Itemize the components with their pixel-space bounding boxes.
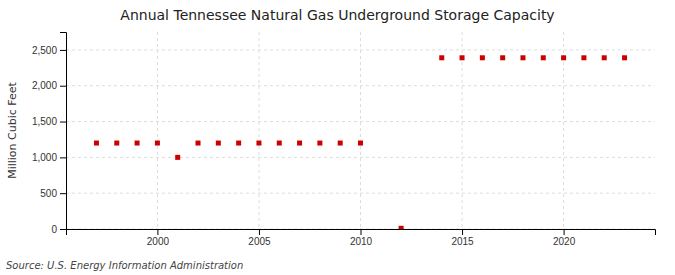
point <box>520 55 525 60</box>
x-tick: 2000 <box>147 229 170 247</box>
point <box>196 141 201 146</box>
point <box>399 226 404 229</box>
y-axis: 0 500 1,000 1,500 2,000 2,500 <box>32 33 67 235</box>
y-tick-mark <box>60 193 66 194</box>
source: Source: U.S. Energy Information Administ… <box>6 260 243 271</box>
y-tick-label: 2,500 <box>32 45 57 56</box>
x-axis-line <box>67 230 656 236</box>
y-axis-title: Million Cubic Feet <box>6 81 19 178</box>
point <box>236 141 241 146</box>
x-tick-label: 2020 <box>553 236 576 247</box>
point <box>317 141 322 146</box>
x-grid-line <box>462 32 463 229</box>
x-grid-line <box>157 32 158 229</box>
point <box>602 55 607 60</box>
point <box>155 141 160 146</box>
point <box>439 55 444 60</box>
plot: 2000 2005 2010 2015 2020 0 500 1,000 1,500 2,000 2… <box>32 32 656 247</box>
point <box>94 141 99 146</box>
y-tick-label: 1,000 <box>32 152 57 163</box>
grid <box>66 32 655 229</box>
points <box>94 55 627 229</box>
point <box>277 141 282 146</box>
y-tick: 2,500 <box>32 45 66 56</box>
point <box>480 55 485 60</box>
x-tick-mark <box>259 229 260 235</box>
y-tick: 2,000 <box>32 80 66 91</box>
y-tick: 1,500 <box>32 116 66 127</box>
y-grid-line <box>66 157 655 158</box>
y-tick-label: 0 <box>51 224 57 235</box>
x-tick: 2015 <box>451 229 474 247</box>
y-grid-line <box>66 193 655 194</box>
x-tick-label: 2015 <box>451 236 474 247</box>
x-tick-mark <box>157 229 158 235</box>
y-tick-label: 2,000 <box>32 80 57 91</box>
point <box>338 141 343 146</box>
x-tick: 2005 <box>248 229 271 247</box>
y-tick: 0 <box>51 224 66 235</box>
x-grid-line <box>258 32 259 229</box>
point <box>135 141 140 146</box>
x-tick-label: 2005 <box>248 236 271 247</box>
point <box>622 55 627 60</box>
x-grid-line <box>563 32 564 229</box>
y-tick-mark <box>60 122 66 123</box>
x-grid-line <box>360 32 361 229</box>
y-axis-line <box>60 33 67 230</box>
y-grid-line <box>66 121 655 122</box>
y-tick-label: 500 <box>40 188 57 199</box>
x-axis: 2000 2005 2010 2015 2020 <box>67 229 656 247</box>
y-tick-mark <box>60 86 66 87</box>
x-tick: 2020 <box>553 229 576 247</box>
y-tick-mark <box>60 229 66 230</box>
title: Annual Tennessee Natural Gas Underground… <box>120 7 554 23</box>
x-tick: 2010 <box>350 229 373 247</box>
y-tick: 500 <box>40 188 66 199</box>
point <box>541 55 546 60</box>
point <box>256 141 261 146</box>
point <box>297 141 302 146</box>
x-tick-mark <box>564 229 565 235</box>
point <box>561 55 566 60</box>
y-tick-mark <box>60 50 66 51</box>
x-tick-label: 2010 <box>350 236 373 247</box>
point <box>175 155 180 160</box>
x-tick-mark <box>462 229 463 235</box>
y-tick-mark <box>60 157 66 158</box>
x-tick-mark <box>361 229 362 235</box>
point <box>114 141 119 146</box>
point <box>500 55 505 60</box>
point <box>216 141 221 146</box>
point <box>581 55 586 60</box>
y-tick-label: 1,500 <box>32 116 57 127</box>
point <box>460 55 465 60</box>
x-tick-label: 2000 <box>147 236 170 247</box>
chart: 2000 2005 2010 2015 2020 0 500 1,000 1,500 2,000 2… <box>0 0 675 275</box>
point <box>358 141 363 146</box>
y-tick: 1,000 <box>32 152 66 163</box>
